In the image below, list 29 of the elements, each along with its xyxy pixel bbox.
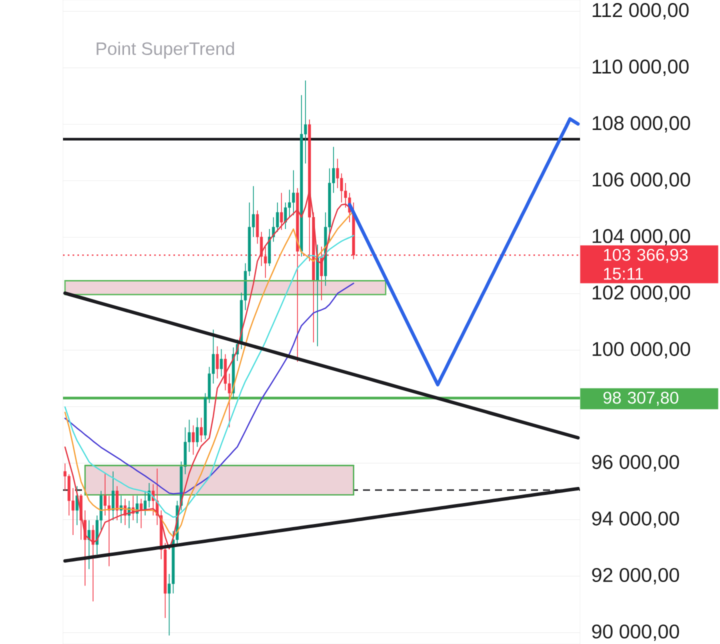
y-tick-label: 112 000,00 (592, 3, 689, 20)
y-tick-label: 100 000,00 (592, 342, 690, 358)
candlestick (140, 498, 143, 529)
y-tick-label: 110 000,00 (592, 60, 689, 76)
candlestick (200, 417, 203, 442)
candlestick (336, 158, 339, 188)
ref-line-label: 103 366,93 15:11 (604, 248, 688, 280)
candlestick (196, 417, 199, 448)
candlestick (284, 202, 287, 230)
y-tick-label: 94 000,00 (592, 511, 680, 528)
y-tick-label: 108 000,00 (592, 116, 690, 132)
y-tick-label: 104 000,00 (592, 229, 690, 246)
ref-line-label: 98 307,80 (604, 392, 678, 406)
candlestick (280, 192, 283, 230)
candlestick (192, 424, 195, 456)
candlestick (112, 471, 115, 521)
candlestick (116, 486, 119, 521)
candlestick (216, 346, 219, 379)
y-tick-label: 102 000,00 (592, 286, 690, 302)
y-tick-label: 106 000,00 (592, 172, 690, 189)
y-tick-label: 90 000,00 (592, 624, 680, 641)
y-tick-label: 96 000,00 (592, 454, 680, 472)
candlestick (92, 524, 94, 602)
candlestick (104, 472, 107, 516)
y-tick-label: 92 000,00 (592, 568, 680, 584)
candlestick (220, 348, 223, 377)
candlestick (292, 170, 295, 216)
candlestick (148, 482, 151, 508)
annotation: Point SuperTrend (96, 42, 234, 59)
